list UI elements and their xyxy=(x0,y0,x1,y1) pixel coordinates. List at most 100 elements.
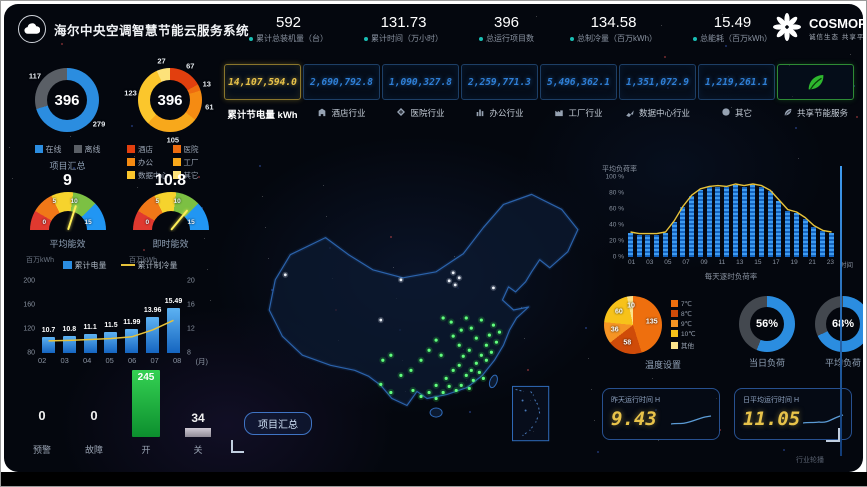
x-tick: 23 xyxy=(826,259,834,266)
legend-item: 累计制冷量 xyxy=(120,260,178,271)
kpi-label: 医院行业 xyxy=(382,107,459,119)
gauge-unit: 百万kWh xyxy=(129,257,157,264)
bar-value-label: 10.7 xyxy=(41,326,56,334)
device-status-panel: 0 预警 0 故障 245 开 34 关 xyxy=(16,370,224,456)
kpi-value-box[interactable]: 1,351,072.9 xyxy=(619,64,696,100)
load-bar xyxy=(680,207,686,257)
legend-item: 酒店 xyxy=(127,144,169,155)
legend-swatch xyxy=(172,145,181,153)
load-bar xyxy=(793,213,799,257)
x-tick: 05 xyxy=(664,259,672,266)
kpi-label-text: 数据中心行业 xyxy=(638,108,690,118)
legend-label: 在线 xyxy=(45,145,62,154)
legend-item: 10℃ xyxy=(671,330,696,338)
project-donut-caption: 项目汇总 xyxy=(49,161,86,171)
axis-tick: 20 xyxy=(187,277,195,285)
load-bar xyxy=(689,196,695,257)
header: 海尔中央空调智慧节能云服务系统 592 累计总装机量（台） 131.73 累计时间（万… xyxy=(4,4,863,54)
axis-tick: 80 xyxy=(27,349,35,357)
teal-dot-icon xyxy=(570,36,575,41)
star-dot xyxy=(850,54,851,55)
progress-label: 当日负荷 xyxy=(748,358,785,368)
kpi-label-text: 酒店行业 xyxy=(331,108,366,118)
stat-label-row: 总能耗（百万kWh） xyxy=(693,33,772,44)
donut-segment-value: 105 xyxy=(166,135,180,145)
axis-tick: 40 % xyxy=(609,221,624,229)
kpi-value: 2,690,792.8 xyxy=(310,76,373,88)
status-fault: 0 故障 xyxy=(68,370,120,456)
legend-label: 离线 xyxy=(84,145,101,154)
gauge-dial: 0 5 10 15 xyxy=(132,192,209,232)
legend-label: 累计电量 xyxy=(74,261,107,270)
x-tick: 17 xyxy=(772,259,780,266)
kpi-value-box[interactable]: 1,219,261.1 xyxy=(698,64,775,100)
kpi-value-box[interactable] xyxy=(777,64,854,100)
load-x-axis: 01 03 05 07 09 11 13 15 17 19 21 23 时间 xyxy=(628,259,853,269)
corner-bracket xyxy=(826,428,840,442)
load-chart-title: 平均负荷率 xyxy=(602,166,637,173)
load-chart-body: 100 % 80 % 60 % 40 % 20 % 0 % xyxy=(602,174,858,261)
gauge-tick: 15 xyxy=(84,219,92,226)
kpi-card-leaf: 共享节能服务 xyxy=(777,64,854,121)
progress-ring: 68% xyxy=(815,296,863,352)
status-off-bar xyxy=(185,428,211,437)
load-y-axis: 100 % 80 % 60 % 40 % 20 % 0 % xyxy=(602,174,628,261)
project-summary-button[interactable]: 项目汇总 xyxy=(244,412,312,435)
gauge-tick: 10 xyxy=(173,198,181,205)
stat-label: 总制冷量（百万kWh） xyxy=(577,34,658,43)
avg-runtime-card: 日平均运行时间 H 11.05 xyxy=(734,388,852,440)
axis-tick: 20 % xyxy=(609,237,624,245)
stat-label-row: 累计总装机量（台） xyxy=(249,33,328,44)
gauge-value: 10.8 xyxy=(154,172,187,189)
industry-donut-block: 396 67 13 61 105 123 27 酒店 医院 办公 工厂 数据中心 其它 xyxy=(119,56,222,181)
legend-swatch xyxy=(172,171,181,179)
kpi-label-text: 工厂行业 xyxy=(568,108,603,118)
kpi-value-box[interactable]: 2,690,792.8 xyxy=(303,64,380,100)
x-tick: 06 xyxy=(128,356,137,365)
donut-segment-value: 27 xyxy=(157,56,166,66)
stat-label: 总运行项目数 xyxy=(486,34,535,43)
cosmoplat-flower-icon xyxy=(772,12,802,47)
kpi-label: 其它 xyxy=(698,107,775,119)
x-tick: 09 xyxy=(700,259,708,266)
stat-value: 134.58 xyxy=(590,14,637,31)
legend-item: 9℃ xyxy=(671,320,696,328)
legend-label: 其他 xyxy=(681,343,694,350)
energy-bar: 10.7 xyxy=(42,327,55,353)
project-donut-legend: 在线 离线 xyxy=(16,144,119,155)
donut-segment-value: 67 xyxy=(186,61,195,71)
legend-label: 8℃ xyxy=(681,311,692,318)
status-off: 34 关 xyxy=(172,370,224,456)
legend-label: 累计制冷量 xyxy=(137,261,178,270)
star-dot xyxy=(783,449,785,451)
status-value: 0 xyxy=(38,408,46,423)
load-bar xyxy=(636,234,642,257)
x-axis-label: 时间 xyxy=(840,262,853,269)
kpi-value-box[interactable]: 1,090,327.8 xyxy=(382,64,459,100)
kpi-value-box[interactable]: 2,259,771.3 xyxy=(461,64,538,100)
donut-segment-value: 117 xyxy=(28,71,42,81)
industry-donut-legend: 酒店 医院 办公 工厂 数据中心 其它 xyxy=(119,144,222,181)
donut-total: 396 xyxy=(47,80,87,120)
left-axis: 200 160 120 80 xyxy=(16,278,38,357)
x-tick: 02 xyxy=(38,356,47,365)
teal-dot-icon xyxy=(479,36,484,41)
status-value: 34 xyxy=(191,411,205,425)
axis-tick: 60 % xyxy=(609,205,624,213)
runtime-label: 昨天运行时间 H xyxy=(611,397,660,404)
kpi-card-hotel: 2,690,792.8 酒店行业 xyxy=(303,64,380,121)
bar-legend-marker xyxy=(62,261,72,269)
x-tick: 21 xyxy=(808,259,816,266)
star-dot xyxy=(12,178,13,179)
kpi-value-box[interactable]: 5,496,362.1 xyxy=(540,64,617,100)
kpi-card-office: 2,259,771.3 办公行业 xyxy=(461,64,538,121)
kpi-label: 工厂行业 xyxy=(540,107,617,119)
load-bar xyxy=(741,186,747,257)
kpi-value: 1,219,261.1 xyxy=(705,76,768,88)
load-bar xyxy=(697,189,703,257)
progress-value: 68% xyxy=(826,307,860,341)
axis-tick: 8 xyxy=(187,349,191,357)
kpi-value-box[interactable]: 14,107,594.0 xyxy=(224,64,301,100)
legend-item: 医院 xyxy=(172,144,215,155)
office-icon xyxy=(475,107,485,119)
